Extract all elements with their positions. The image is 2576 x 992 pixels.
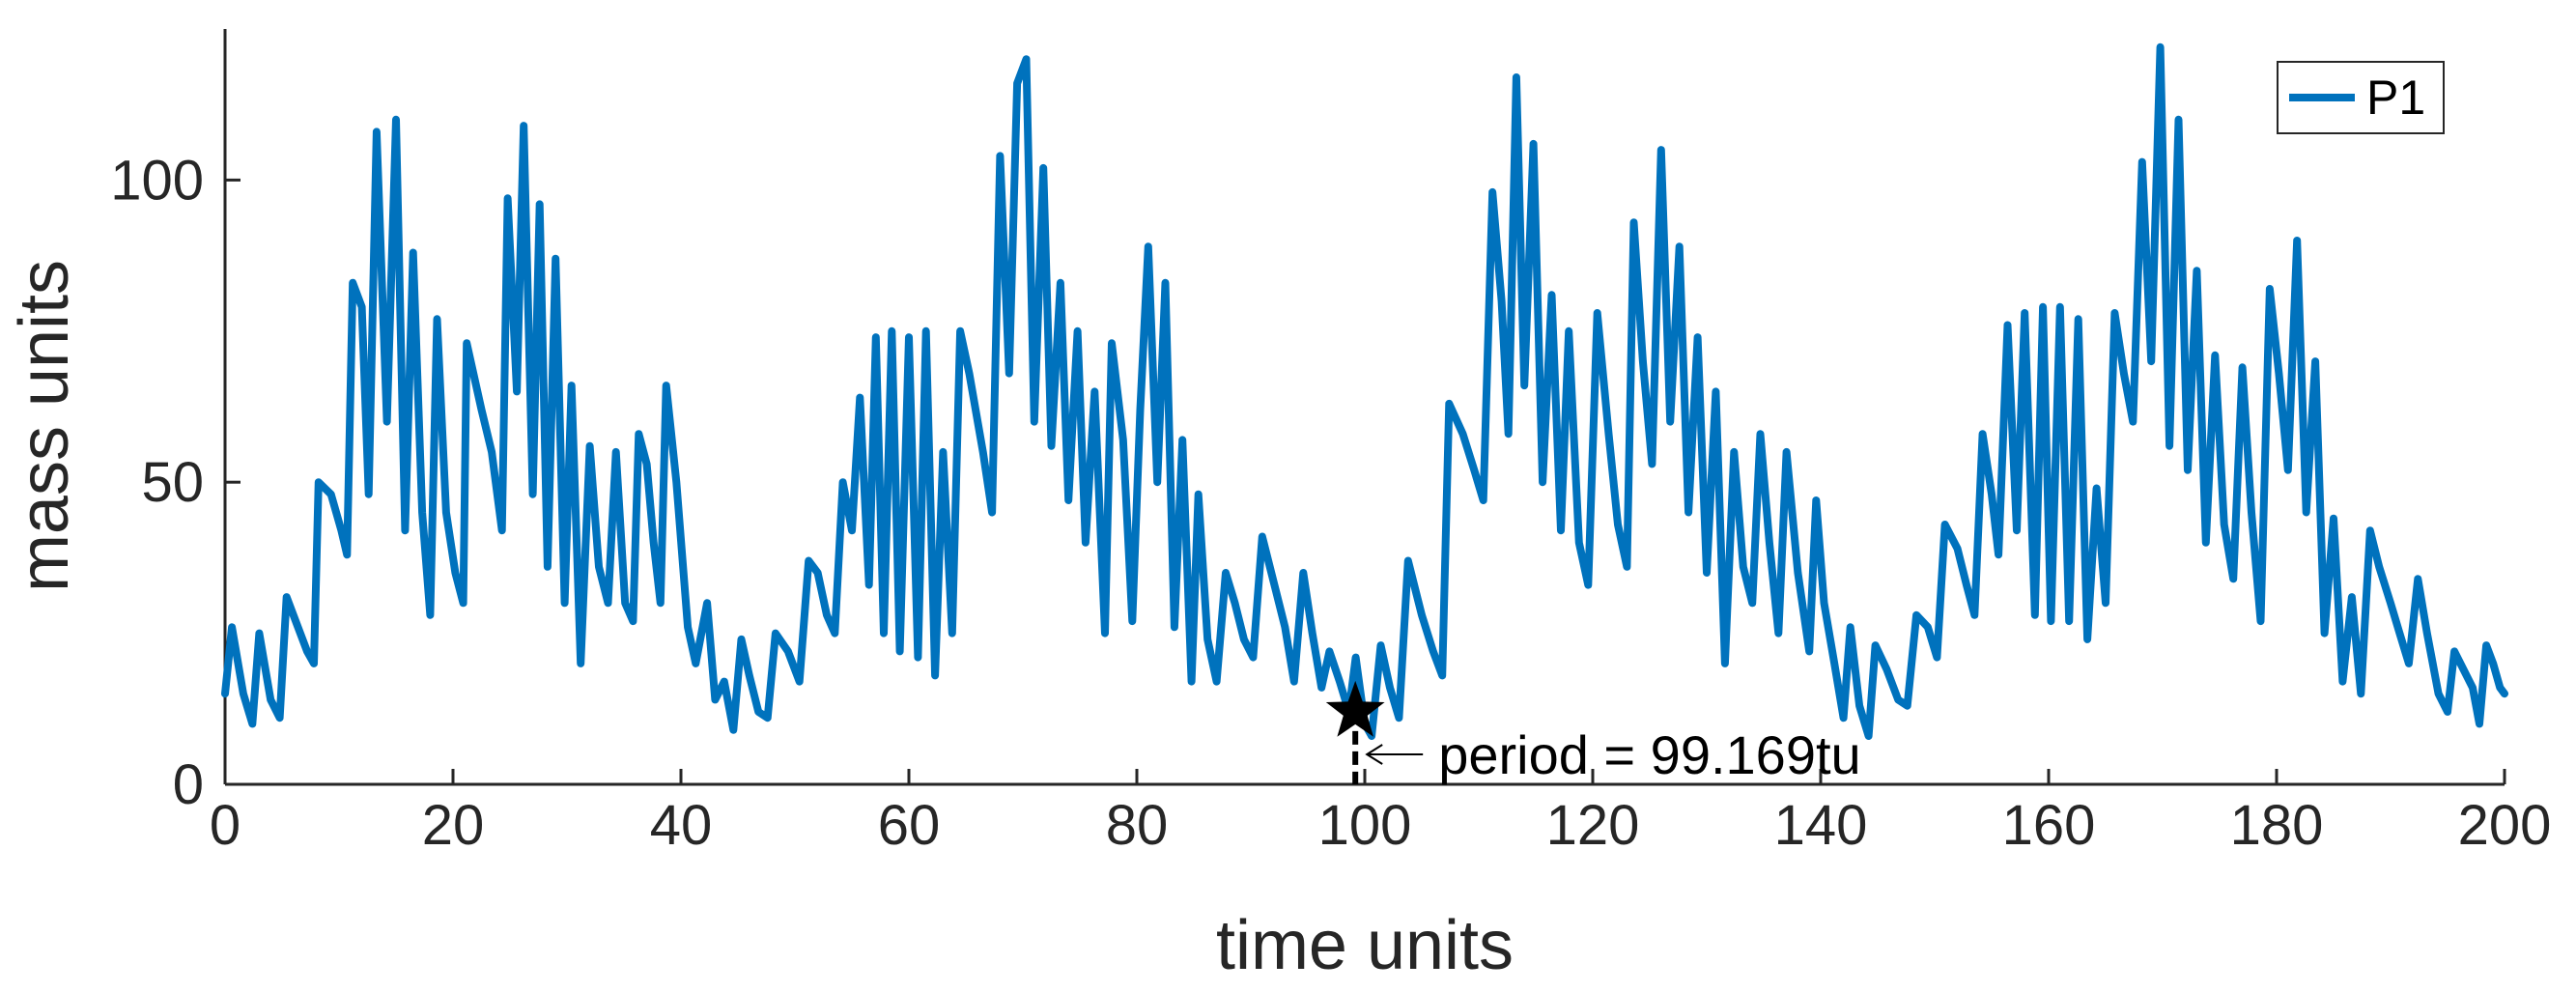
x-tick-label: 40 <box>650 794 713 857</box>
annotation-layer: period = 99.169tu <box>1325 680 1861 785</box>
star-marker <box>1325 680 1385 737</box>
series-line-p1 <box>221 43 2508 740</box>
y-tick-label: 100 <box>110 149 204 212</box>
x-tick-label: 0 <box>210 794 241 857</box>
x-tick-label: 20 <box>422 794 485 857</box>
x-tick-label: 140 <box>1774 794 1868 857</box>
x-tick-label: 200 <box>2458 794 2552 857</box>
x-tick-label: 80 <box>1106 794 1169 857</box>
legend: P1 <box>2277 61 2445 134</box>
annotation-label: period = 99.169tu <box>1438 724 1860 785</box>
x-tick-label: 180 <box>2230 794 2324 857</box>
x-tick-label: 60 <box>878 794 941 857</box>
series-layer <box>221 43 2508 740</box>
axes: 0 20 40 60 80 100 120 140 160 180 200 0 50 100 <box>110 29 2551 857</box>
x-axis-title: time units <box>1216 907 1514 984</box>
x-tick-label: 160 <box>2002 794 2096 857</box>
y-tick-label: 0 <box>173 753 204 816</box>
y-axis-title: mass units <box>6 260 83 592</box>
y-tick-label: 50 <box>141 451 204 514</box>
x-tick-label: 100 <box>1318 794 1412 857</box>
annotation-arrow-head <box>1365 744 1383 765</box>
legend-label: P1 <box>2366 71 2425 125</box>
x-tick-label: 120 <box>1546 794 1640 857</box>
